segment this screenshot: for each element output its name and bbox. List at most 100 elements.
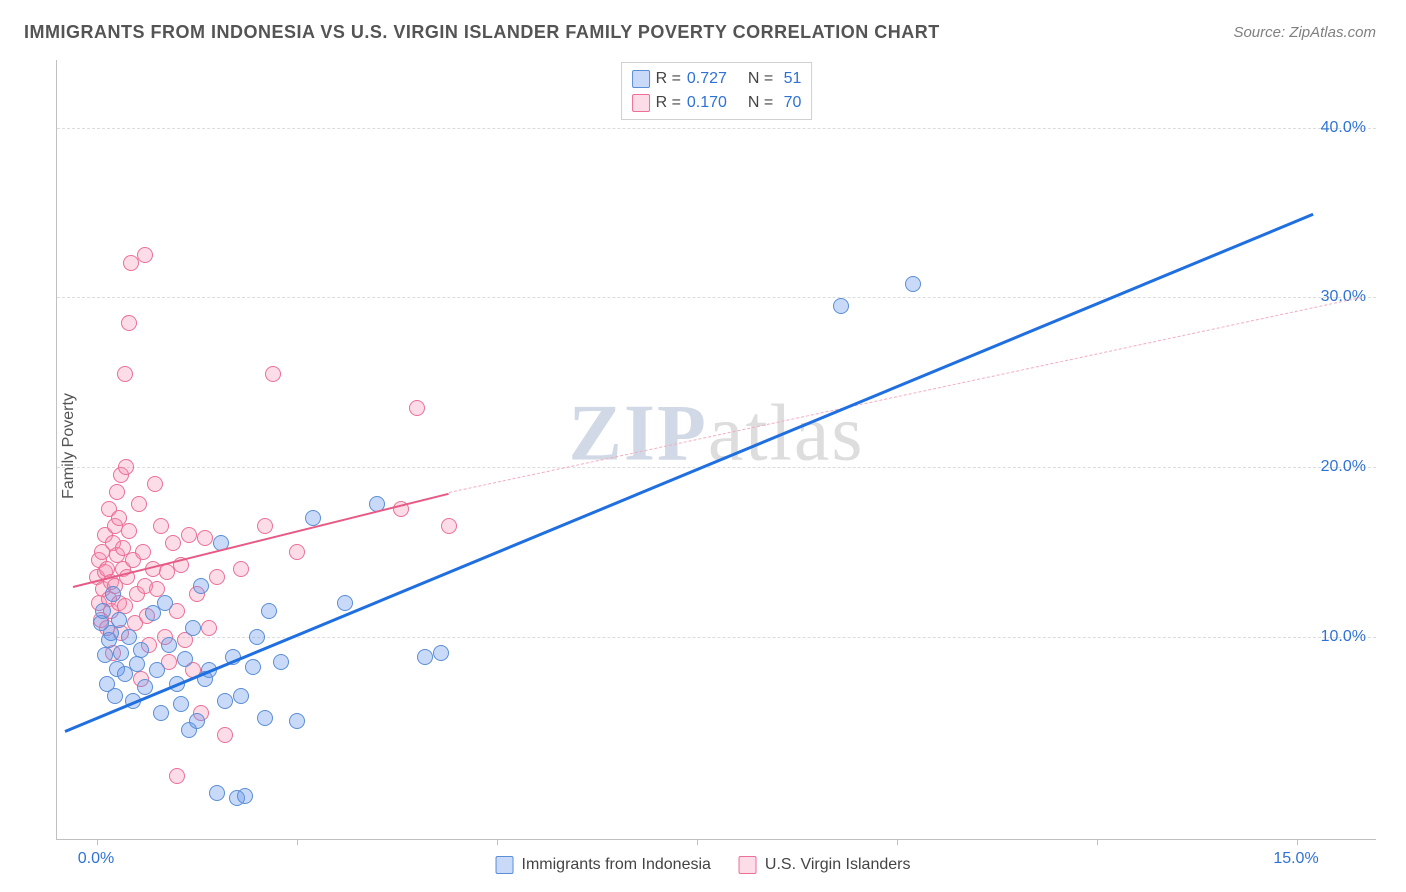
data-point-blue xyxy=(133,642,149,658)
data-point-blue xyxy=(217,693,233,709)
legend-row-pink: R = 0.170 N = 70 xyxy=(632,91,802,115)
data-point-pink xyxy=(169,768,185,784)
data-point-blue xyxy=(337,595,353,611)
data-point-blue xyxy=(417,649,433,665)
x-tick xyxy=(497,839,498,845)
data-point-blue xyxy=(289,713,305,729)
data-point-pink xyxy=(265,366,281,382)
data-point-blue xyxy=(245,659,261,675)
data-point-pink xyxy=(109,484,125,500)
data-point-pink xyxy=(441,518,457,534)
data-point-pink xyxy=(409,400,425,416)
r-value: 0.170 xyxy=(687,91,727,115)
chart-title: IMMIGRANTS FROM INDONESIA VS U.S. VIRGIN… xyxy=(24,22,940,43)
watermark-bold: ZIP xyxy=(569,389,708,477)
x-tick xyxy=(297,839,298,845)
data-point-blue xyxy=(111,612,127,628)
data-point-blue xyxy=(433,645,449,661)
data-point-pink xyxy=(131,496,147,512)
data-point-blue xyxy=(121,629,137,645)
data-point-blue xyxy=(107,688,123,704)
data-point-blue xyxy=(305,510,321,526)
legend-row-blue: R = 0.727 N = 51 xyxy=(632,67,802,91)
data-point-blue xyxy=(113,645,129,661)
gridline-h xyxy=(57,128,1376,129)
data-point-pink xyxy=(233,561,249,577)
data-point-pink xyxy=(153,518,169,534)
data-point-pink xyxy=(201,620,217,636)
legend-item-pink: U.S. Virgin Islanders xyxy=(739,856,911,874)
data-point-blue xyxy=(161,637,177,653)
data-point-pink xyxy=(121,523,137,539)
data-point-blue xyxy=(157,595,173,611)
gridline-h xyxy=(57,467,1376,468)
data-point-pink xyxy=(197,530,213,546)
data-point-blue xyxy=(233,688,249,704)
data-point-pink xyxy=(121,315,137,331)
legend-label: U.S. Virgin Islanders xyxy=(765,856,911,874)
legend-label: Immigrants from Indonesia xyxy=(522,856,711,874)
data-point-pink xyxy=(118,459,134,475)
data-point-pink xyxy=(165,535,181,551)
x-tick xyxy=(697,839,698,845)
data-point-pink xyxy=(289,544,305,560)
data-point-blue xyxy=(149,662,165,678)
legend-item-blue: Immigrants from Indonesia xyxy=(496,856,711,874)
data-point-pink xyxy=(209,569,225,585)
r-label: R = xyxy=(656,91,681,115)
swatch-blue-icon xyxy=(496,856,514,874)
trendline-blue xyxy=(64,213,1313,733)
n-label: N = xyxy=(748,67,773,91)
data-point-blue xyxy=(261,603,277,619)
data-point-pink xyxy=(217,727,233,743)
correlation-legend: R = 0.727 N = 51 R = 0.170 N = 70 xyxy=(621,62,813,120)
data-point-blue xyxy=(193,578,209,594)
chart-plot-area: R = 0.727 N = 51 R = 0.170 N = 70 ZIPatl… xyxy=(56,60,1376,840)
swatch-blue-icon xyxy=(632,70,650,88)
series-legend: Immigrants from Indonesia U.S. Virgin Is… xyxy=(496,856,911,874)
y-tick-label: 10.0% xyxy=(1321,628,1366,646)
n-value: 51 xyxy=(779,67,801,91)
data-point-blue xyxy=(95,603,111,619)
data-point-blue xyxy=(177,651,193,667)
trendline-pink xyxy=(73,492,449,587)
data-point-blue xyxy=(257,710,273,726)
data-point-pink xyxy=(117,366,133,382)
data-point-blue xyxy=(103,625,119,641)
data-point-blue xyxy=(137,679,153,695)
x-tick xyxy=(1097,839,1098,845)
data-point-blue xyxy=(97,647,113,663)
data-point-blue xyxy=(905,276,921,292)
x-tick-label: 0.0% xyxy=(78,850,114,868)
trendline-pink-dashed xyxy=(449,297,1361,493)
n-value: 70 xyxy=(779,91,801,115)
data-point-pink xyxy=(181,527,197,543)
data-point-blue xyxy=(833,298,849,314)
data-point-blue xyxy=(105,586,121,602)
n-label: N = xyxy=(748,91,773,115)
gridline-h xyxy=(57,297,1376,298)
x-tick xyxy=(1297,839,1298,845)
data-point-blue xyxy=(129,656,145,672)
data-point-blue xyxy=(153,705,169,721)
swatch-pink-icon xyxy=(739,856,757,874)
data-point-blue xyxy=(209,785,225,801)
data-point-blue xyxy=(189,713,205,729)
data-point-blue xyxy=(249,629,265,645)
source-attribution: Source: ZipAtlas.com xyxy=(1233,24,1376,41)
y-tick-label: 20.0% xyxy=(1321,458,1366,476)
data-point-pink xyxy=(257,518,273,534)
data-point-blue xyxy=(237,788,253,804)
data-point-blue xyxy=(185,620,201,636)
data-point-blue xyxy=(173,696,189,712)
data-point-pink xyxy=(147,476,163,492)
data-point-pink xyxy=(135,544,151,560)
data-point-blue xyxy=(273,654,289,670)
swatch-pink-icon xyxy=(632,94,650,112)
r-value: 0.727 xyxy=(687,67,727,91)
x-tick xyxy=(897,839,898,845)
y-tick-label: 40.0% xyxy=(1321,119,1366,137)
x-tick-label: 15.0% xyxy=(1273,850,1318,868)
r-label: R = xyxy=(656,67,681,91)
x-tick xyxy=(97,839,98,845)
